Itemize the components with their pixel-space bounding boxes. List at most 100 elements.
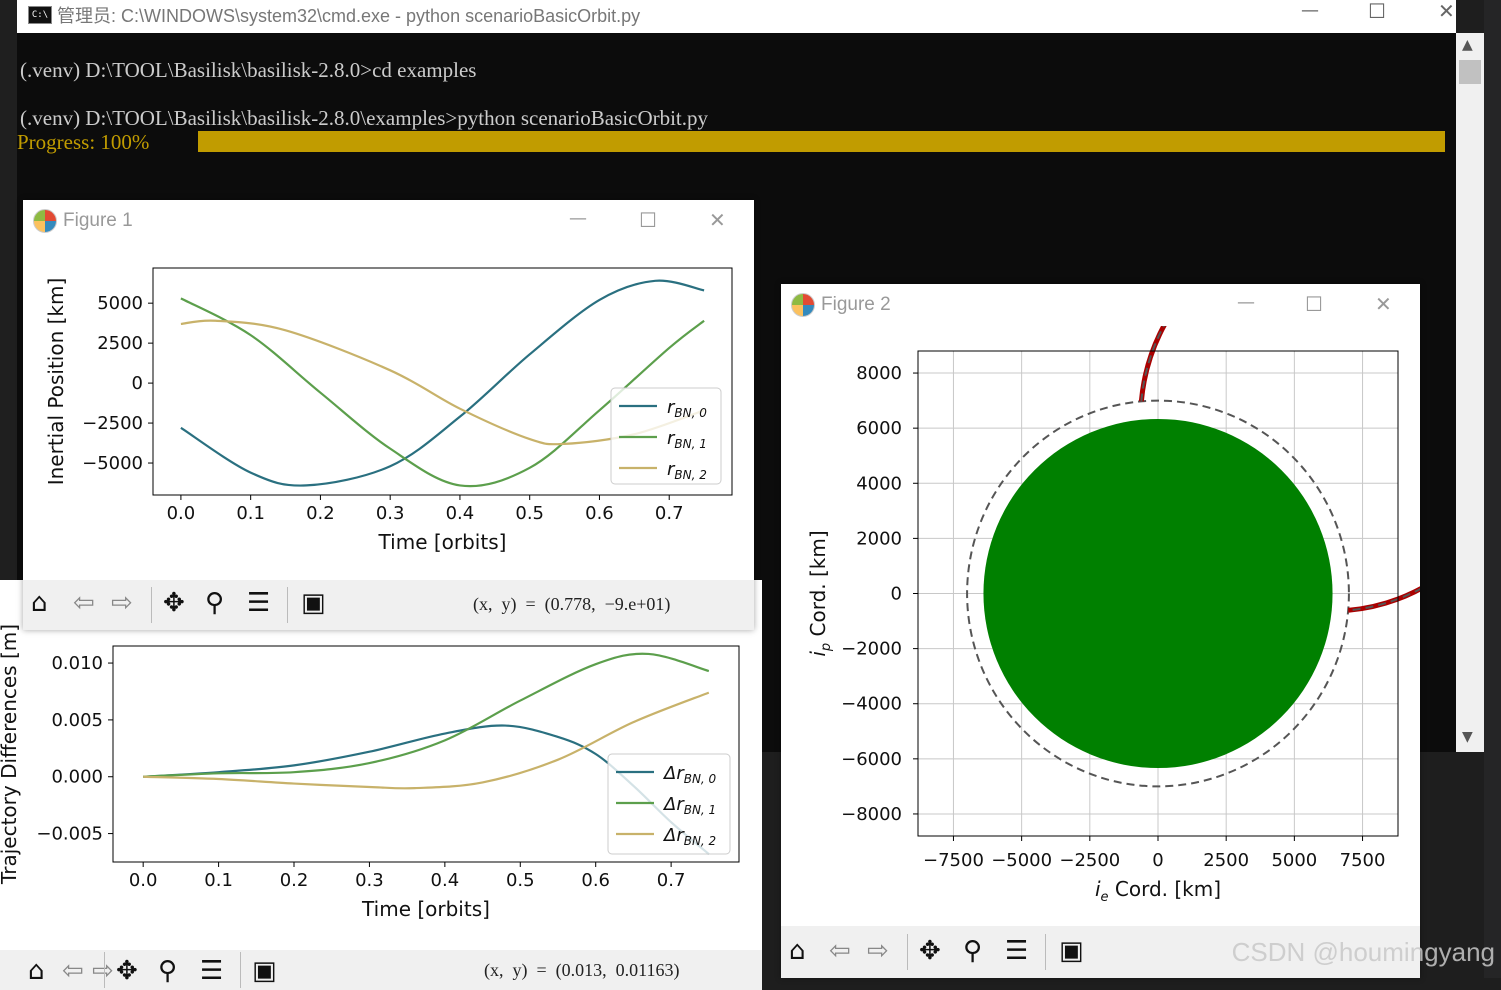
forward-icon[interactable]: ⇨	[111, 588, 133, 618]
figure-2-window[interactable]: Figure 2 — ☐ ✕ −7500 −5000 −2500 0 2500 5000 7…	[781, 284, 1420, 978]
maximize-button[interactable]: ☐	[1368, 0, 1386, 23]
y-tick-label: −2500	[82, 413, 143, 434]
home-icon[interactable]: ⌂	[789, 936, 806, 966]
x-tick-label: 0	[1152, 850, 1163, 871]
zoom-icon[interactable]: ⚲	[205, 588, 225, 618]
console-title: 管理员: C:\WINDOWS\system32\cmd.exe - pytho…	[57, 6, 641, 26]
x-tick-label: 0.1	[236, 503, 265, 524]
y-tick-label: 0.005	[51, 710, 103, 731]
x-tick-label: 0.2	[280, 870, 309, 891]
zoom-icon[interactable]: ⚲	[963, 936, 983, 966]
close-button[interactable]: ✕	[709, 208, 726, 232]
minimize-button[interactable]: —	[569, 208, 587, 229]
x-tick-label: 0.0	[129, 870, 158, 891]
close-button[interactable]: ✕	[1375, 292, 1392, 316]
figure-1-window[interactable]: Figure 1 — ☐ ✕ 0.0 0.1 0.2 0.3 0.4 0.5 0.6 0.7 5…	[23, 200, 754, 630]
save-icon[interactable]: ▣	[1059, 936, 1084, 966]
minimize-button[interactable]: —	[1237, 292, 1255, 313]
x-tick-label: 2500	[1203, 850, 1249, 871]
back-icon[interactable]: ⇦	[62, 956, 84, 986]
figure-3-window[interactable]: 0.0 0.1 0.2 0.3 0.4 0.5 0.6 0.7 0.010 0.005 0.000 −…	[0, 580, 762, 990]
console-scrollbar[interactable]: ▲ ▼	[1456, 33, 1484, 752]
close-button[interactable]: ✕	[1438, 0, 1455, 23]
y-tick-label: −5000	[82, 453, 143, 474]
toolbar-separator	[1045, 934, 1046, 970]
series-line-1	[180, 297, 705, 488]
forward-icon[interactable]: ⇨	[867, 936, 889, 966]
save-icon[interactable]: ▣	[301, 588, 326, 618]
cursor-coordinates: (x, y) = (0.778, −9.e+01)	[473, 594, 671, 614]
figure-2-titlebar[interactable]: Figure 2 — ☐ ✕	[781, 284, 1420, 326]
x-tick-label: 0.3	[376, 503, 405, 524]
y-tick-label: 5000	[97, 293, 143, 314]
plot-frame	[152, 267, 733, 496]
home-icon[interactable]: ⌂	[28, 956, 45, 986]
console-app-icon: C:\	[28, 6, 52, 24]
scroll-down-icon[interactable]: ▼	[1462, 729, 1473, 745]
scroll-up-icon[interactable]: ▲	[1462, 37, 1473, 53]
x-tick-label: −5000	[991, 850, 1052, 871]
toolbar-separator	[151, 587, 152, 623]
x-axis-label: Time [orbits]	[361, 897, 490, 921]
pan-icon[interactable]: ✥	[163, 588, 185, 618]
zoom-icon[interactable]: ⚲	[158, 956, 178, 986]
legend-label-0: ΔrBN, 0	[662, 763, 717, 786]
save-icon[interactable]: ▣	[252, 956, 277, 986]
series-line-0	[180, 279, 705, 487]
figure-2-title: Figure 2	[821, 294, 891, 315]
x-tick-label: 0.7	[655, 503, 684, 524]
progress-bar-fill	[199, 131, 1445, 152]
series-line-1	[143, 652, 710, 778]
x-axis-label: ie Cord. [km]	[1095, 877, 1221, 905]
forward-icon[interactable]: ⇨	[92, 956, 114, 986]
x-tick-label: 0.6	[585, 503, 614, 524]
y-tick-label: 6000	[856, 418, 902, 439]
legend-label-1: ΔrBN, 1	[662, 794, 716, 817]
y-axis-label: Inertial Position [km]	[44, 278, 68, 486]
y-axis-label: ip Cord. [km]	[806, 530, 834, 656]
orbit-dashed-path	[966, 399, 1350, 788]
x-tick-label: 0.7	[657, 870, 686, 891]
x-tick-label: 0.2	[306, 503, 335, 524]
configure-icon[interactable]: ☰	[1005, 936, 1029, 966]
figure-1-title: Figure 1	[63, 210, 133, 231]
progress-label: Progress: 100%	[17, 130, 150, 154]
y-axis-label: Trajectory Differences [m]	[0, 624, 21, 885]
scrollbar-thumb[interactable]	[1459, 60, 1481, 84]
y-tick-label: 0	[891, 584, 902, 605]
editor-right-gutter	[1484, 0, 1501, 978]
console-titlebar[interactable]: C:\ 管理员: C:\WINDOWS\system32\cmd.exe - p…	[17, 0, 1456, 33]
configure-icon[interactable]: ☰	[200, 956, 224, 986]
maximize-button[interactable]: ☐	[639, 208, 657, 232]
x-tick-label: 0.5	[506, 870, 535, 891]
toolbar-separator	[907, 934, 908, 970]
back-icon[interactable]: ⇦	[73, 588, 95, 618]
console-line-2: (.venv) D:\TOOL\Basilisk\basilisk-2.8.0\…	[20, 106, 709, 130]
planet-disk	[983, 418, 1333, 769]
home-icon[interactable]: ⌂	[31, 588, 48, 618]
pan-icon[interactable]: ✥	[919, 936, 941, 966]
x-tick-label: 0.5	[515, 503, 544, 524]
console-line-1: (.venv) D:\TOOL\Basilisk\basilisk-2.8.0>…	[20, 58, 477, 82]
trajectory-differences-chart: 0.0 0.1 0.2 0.3 0.4 0.5 0.6 0.7 0.010 0.005 0.000 −…	[0, 624, 740, 921]
y-tick-label: 2500	[97, 333, 143, 354]
y-tick-label: 0.000	[51, 767, 103, 788]
x-tick-label: 0.3	[355, 870, 384, 891]
legend-label-1: rBN, 1	[667, 428, 707, 451]
progress-bar	[198, 131, 1445, 152]
figure-1-toolbar: ⌂ ⇦ ⇨ ✥ ⚲ ☰ ▣ (x, y) = (0.778, −9.e+01)	[23, 580, 754, 630]
figure-1-titlebar[interactable]: Figure 1 — ☐ ✕	[23, 200, 754, 242]
back-icon[interactable]: ⇦	[829, 936, 851, 966]
pan-icon[interactable]: ✥	[116, 956, 138, 986]
toolbar-separator	[287, 587, 288, 623]
watermark: CSDN @houmingyang	[1231, 937, 1495, 967]
x-tick-label: 5000	[1271, 850, 1317, 871]
y-tick-label: −6000	[841, 749, 902, 770]
minimize-button[interactable]: —	[1301, 0, 1319, 21]
legend-box	[610, 387, 722, 485]
y-tick-label: 2000	[856, 528, 902, 549]
x-tick-label: −7500	[923, 850, 984, 871]
configure-icon[interactable]: ☰	[247, 588, 271, 618]
maximize-button[interactable]: ☐	[1305, 292, 1323, 316]
x-tick-label: 0.6	[581, 870, 610, 891]
